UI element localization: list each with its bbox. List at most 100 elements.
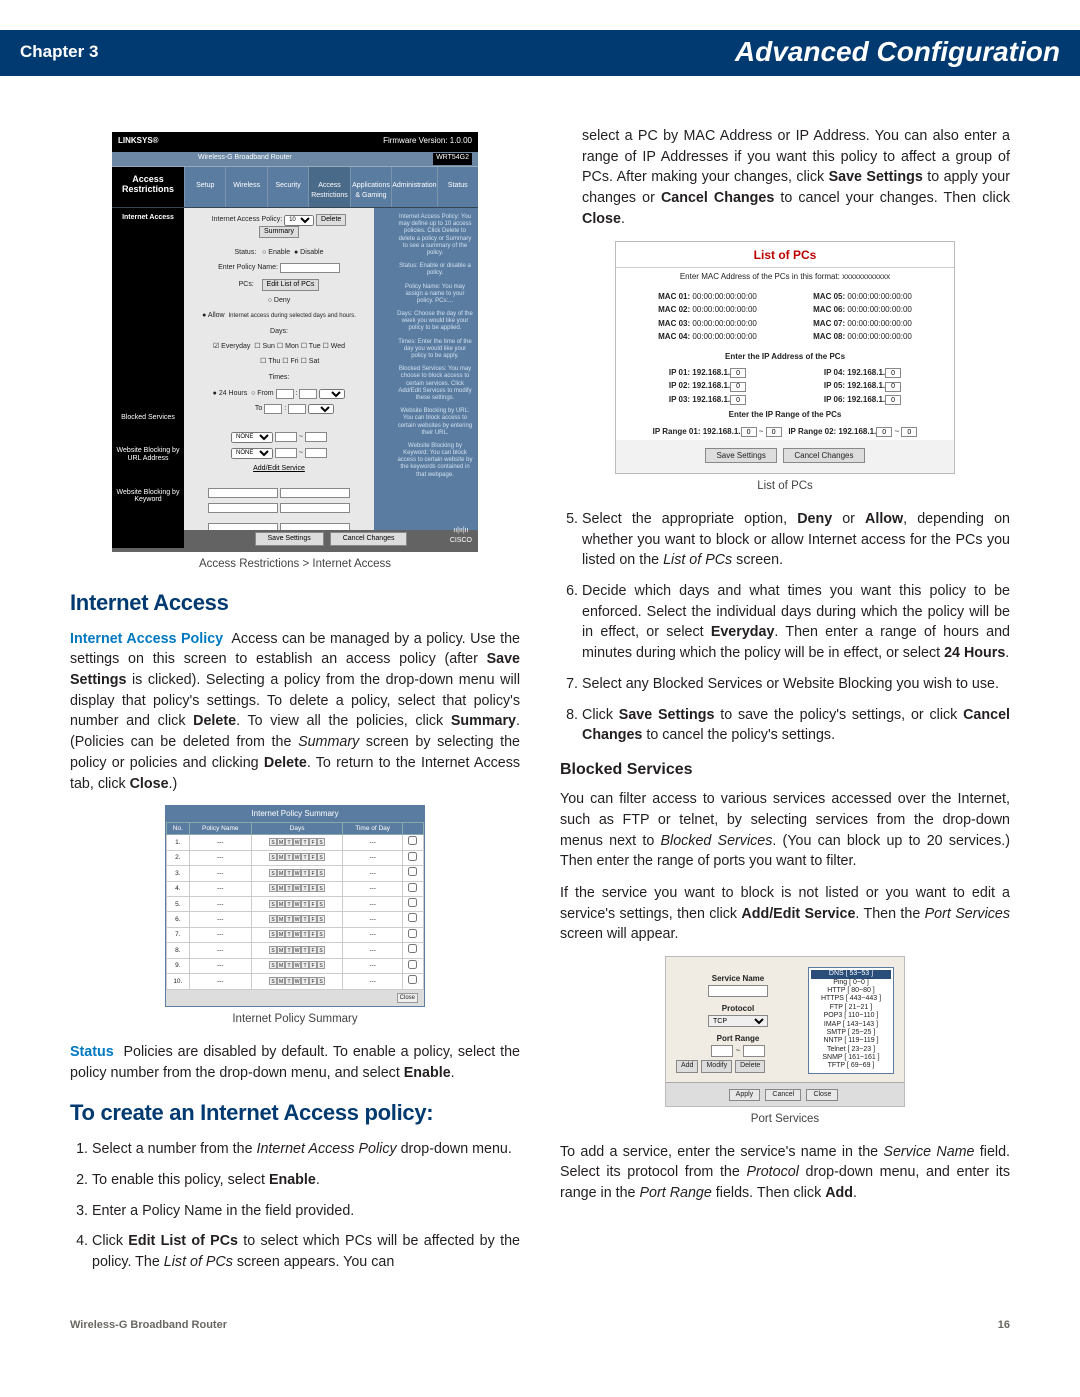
port-a[interactable] <box>711 1045 733 1057</box>
from-label: From <box>257 390 273 397</box>
policy-select[interactable]: 10 <box>284 215 314 226</box>
disable-radio[interactable]: Disable <box>300 249 323 256</box>
24h-radio[interactable]: 24 Hours <box>219 390 247 397</box>
help-text: Internet Access Policy: You may define u… <box>397 214 473 257</box>
p-blocked-1: You can filter access to various service… <box>560 789 1010 872</box>
col-days: Days <box>251 822 342 834</box>
fig2-caption: Internet Policy Summary <box>70 1011 520 1028</box>
footer-page: 16 <box>998 1319 1010 1331</box>
col-time: Time of Day <box>343 822 403 834</box>
services-listbox[interactable]: DNS [ 53~53 ]Ping [ 0~0 ]HTTP [ 80~80 ]H… <box>808 967 894 1074</box>
pcs-cancel-button[interactable]: Cancel Changes <box>783 448 864 464</box>
tab-setup[interactable]: Setup <box>184 167 225 207</box>
page-header: Chapter 3 Advanced Configuration <box>0 30 1080 76</box>
page-footer: Wireless-G Broadband Router 16 <box>70 1319 1010 1331</box>
r2a[interactable] <box>876 427 892 437</box>
help-text: Times: Enter the time of the day you wou… <box>397 339 473 361</box>
url2[interactable] <box>280 488 350 498</box>
svc1-select[interactable]: NONE <box>231 432 273 443</box>
fig1-caption: Access Restrictions > Internet Access <box>70 556 520 573</box>
fig4-caption: Port Services <box>560 1111 1010 1128</box>
url4[interactable] <box>280 503 350 513</box>
deny-radio[interactable]: Deny <box>274 297 290 304</box>
from-m[interactable] <box>299 389 317 399</box>
tab-admin[interactable]: Administration <box>391 167 436 207</box>
port-close-button[interactable]: Close <box>806 1089 838 1101</box>
col-del <box>402 822 423 834</box>
tab-access[interactable]: Access Restrictions <box>308 167 349 207</box>
step-6: Decide which days and what times you wan… <box>582 581 1010 664</box>
r2b[interactable] <box>901 427 917 437</box>
from-ampm[interactable] <box>319 389 345 399</box>
url1[interactable] <box>208 488 278 498</box>
day-sun[interactable]: Sun <box>262 343 274 350</box>
day-thu[interactable]: Thu <box>268 358 280 365</box>
from-h[interactable] <box>276 389 294 399</box>
service-name-input[interactable] <box>708 985 768 997</box>
cancel-changes-button[interactable]: Cancel Changes <box>330 532 408 546</box>
side-keyword: Website Blocking by Keyword <box>116 489 180 504</box>
col-name: Policy Name <box>189 822 251 834</box>
to-ampm[interactable] <box>308 404 334 414</box>
model-label: WRT54G2 <box>433 153 472 165</box>
r1a[interactable] <box>741 427 757 437</box>
port-add-button[interactable]: Add <box>676 1060 698 1072</box>
port-modify-button[interactable]: Modify <box>701 1060 732 1072</box>
create-steps-cont: Select the appropriate option, Deny or A… <box>560 509 1010 746</box>
side-internet-access: Internet Access <box>116 214 180 222</box>
day-tue[interactable]: Tue <box>309 343 321 350</box>
to-m[interactable] <box>288 404 306 414</box>
port-apply-button[interactable]: Apply <box>729 1089 761 1101</box>
bar-title: Wireless-G Broadband Router <box>198 153 292 165</box>
help-panel: Internet Access Policy: You may define u… <box>392 208 478 548</box>
r1b[interactable] <box>766 427 782 437</box>
allow-radio[interactable]: Allow <box>208 312 225 319</box>
summary-button[interactable]: Summary <box>259 226 299 238</box>
policy-name-input[interactable] <box>280 263 340 273</box>
url3[interactable] <box>208 503 278 513</box>
svc1-b[interactable] <box>305 432 327 442</box>
close-button[interactable]: Close <box>397 993 418 1004</box>
panel-title: Access Restrictions <box>112 167 184 207</box>
tab-apps[interactable]: Applications & Gaming <box>350 167 391 207</box>
step-1: Select a number from the Internet Access… <box>92 1139 520 1160</box>
tab-wireless[interactable]: Wireless <box>225 167 266 207</box>
help-text: Blocked Services: You may choose to bloc… <box>397 366 473 402</box>
pcs-save-button[interactable]: Save Settings <box>705 448 776 464</box>
day-wed[interactable]: Wed <box>331 343 345 350</box>
iap-label: Internet Access Policy: <box>212 216 282 223</box>
edit-list-button[interactable]: Edit List of PCs <box>262 279 320 291</box>
port-range-label: Port Range <box>676 1033 800 1045</box>
tab-security[interactable]: Security <box>267 167 308 207</box>
everyday-cb[interactable]: Everyday <box>221 343 250 350</box>
svc2-b[interactable] <box>305 448 327 458</box>
save-settings-button[interactable]: Save Settings <box>255 532 324 546</box>
summary-table: No. Policy Name Days Time of Day 1.---SM… <box>166 822 424 990</box>
p-blocked-2: If the service you want to block is not … <box>560 883 1010 945</box>
step-8: Click Save Settings to save the policy's… <box>582 705 1010 746</box>
enable-radio[interactable]: Enable <box>268 249 290 256</box>
day-mon[interactable]: Mon <box>285 343 299 350</box>
day-sat[interactable]: Sat <box>309 358 320 365</box>
days-label: Days: <box>270 328 288 335</box>
protocol-select[interactable]: TCP <box>708 1015 768 1027</box>
cisco-logo: ıı|ıı|ııCISCO <box>450 526 472 546</box>
firmware-label: Firmware Version: 1.0.00 <box>383 135 472 149</box>
svc2-a[interactable] <box>275 448 297 458</box>
tab-status[interactable]: Status <box>437 167 478 207</box>
svc1-a[interactable] <box>275 432 297 442</box>
day-fri[interactable]: Fri <box>290 358 298 365</box>
svc2-select[interactable]: NONE <box>231 448 273 459</box>
step-4: Click Edit List of PCs to select which P… <box>92 1231 520 1272</box>
figure-policy-summary: Internet Policy Summary No. Policy Name … <box>70 805 520 1007</box>
addedit-button[interactable]: Add/Edit Service <box>249 464 309 474</box>
h-blocked-services: Blocked Services <box>560 758 1010 781</box>
to-h[interactable] <box>264 404 282 414</box>
port-cancel-button[interactable]: Cancel <box>765 1089 801 1101</box>
h-create-policy: To create an Internet Access policy: <box>70 1097 520 1129</box>
port-delete-button[interactable]: Delete <box>735 1060 765 1072</box>
delete-button[interactable]: Delete <box>316 214 346 226</box>
p-continuation: select a PC by MAC Address or IP Address… <box>582 126 1010 230</box>
port-b[interactable] <box>743 1045 765 1057</box>
pcs-title: List of PCs <box>616 242 954 268</box>
